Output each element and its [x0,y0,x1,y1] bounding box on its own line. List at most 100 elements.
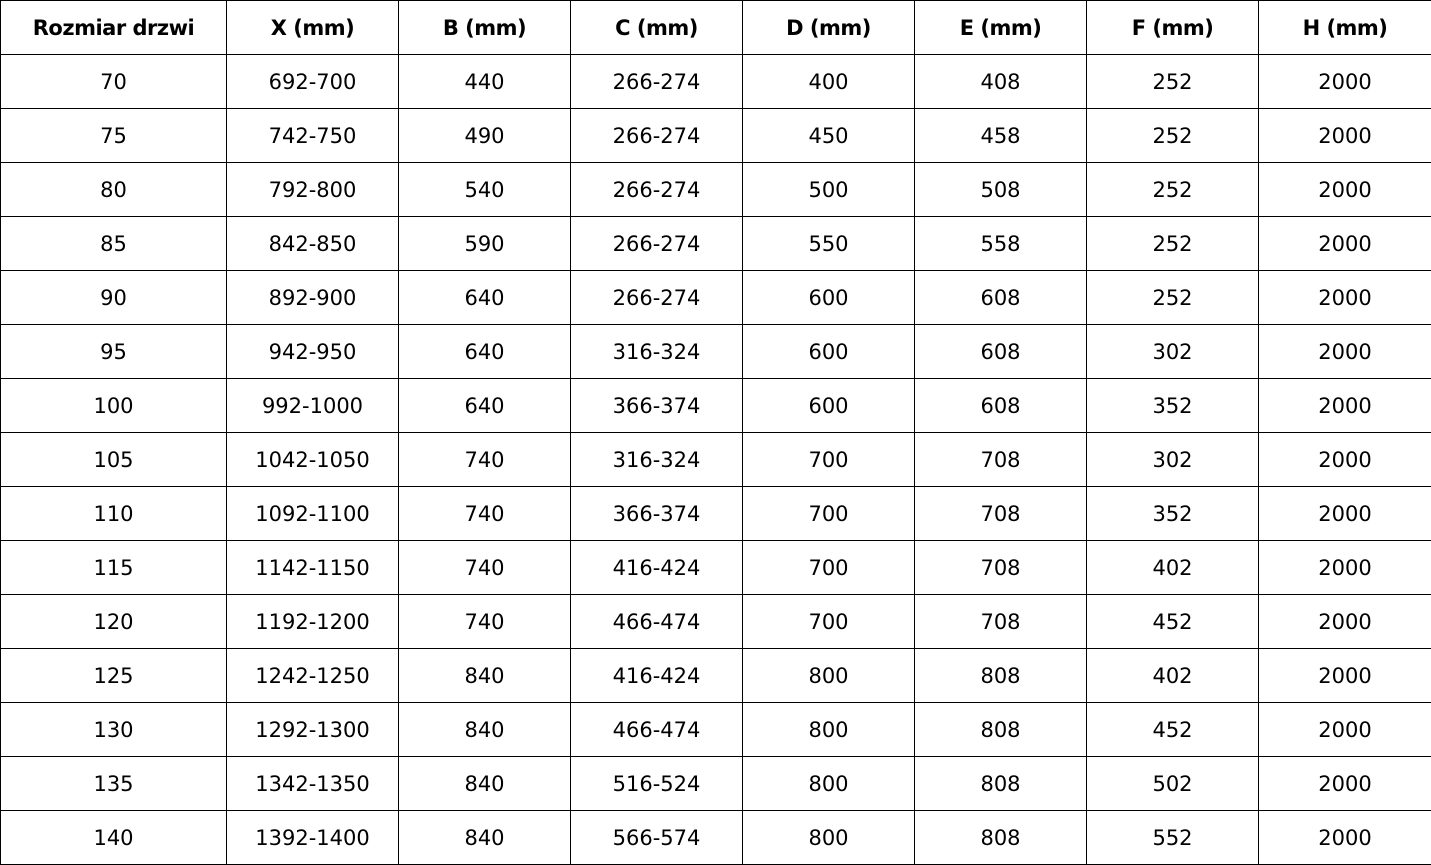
column-header: B (mm) [398,0,571,55]
table-cell: 1042-1050 [226,432,399,487]
table-row: 125 1242-1250 840 416-424 800 808 402 2000 [0,648,1431,703]
table-cell: 840 [398,810,571,865]
table-cell: 490 [398,108,571,163]
table-cell: 1142-1150 [226,540,399,595]
table-cell: 792-800 [226,162,399,217]
table-cell: 100 [0,378,227,433]
table-cell: 252 [1086,108,1259,163]
table-cell: 1242-1250 [226,648,399,703]
table-cell: 808 [914,756,1087,811]
table-row: 130 1292-1300 840 466-474 800 808 452 2000 [0,702,1431,757]
table-cell: 1392-1400 [226,810,399,865]
column-header: D (mm) [742,0,915,55]
table-cell: 90 [0,270,227,325]
table-cell: 640 [398,270,571,325]
table-cell: 608 [914,270,1087,325]
table-cell: 808 [914,702,1087,757]
table-cell: 266-274 [570,162,743,217]
table-cell: 266-274 [570,216,743,271]
table-cell: 800 [742,702,915,757]
table-cell: 366-374 [570,486,743,541]
table-cell: 2000 [1258,594,1431,649]
table-cell: 842-850 [226,216,399,271]
table-row: 105 1042-1050 740 316-324 700 708 302 2000 [0,432,1431,487]
table-cell: 252 [1086,54,1259,109]
table-cell: 708 [914,486,1087,541]
table-cell: 110 [0,486,227,541]
table-cell: 708 [914,540,1087,595]
table-cell: 450 [742,108,915,163]
table-cell: 700 [742,432,915,487]
table-cell: 2000 [1258,324,1431,379]
table-cell: 800 [742,756,915,811]
table-cell: 440 [398,54,571,109]
table-cell: 942-950 [226,324,399,379]
table-cell: 2000 [1258,432,1431,487]
column-header: X (mm) [226,0,399,55]
table-cell: 252 [1086,216,1259,271]
table-cell: 115 [0,540,227,595]
table-cell: 840 [398,702,571,757]
table-row: 110 1092-1100 740 366-374 700 708 352 2000 [0,486,1431,541]
table-row: 115 1142-1150 740 416-424 700 708 402 2000 [0,540,1431,595]
table-cell: 366-374 [570,378,743,433]
table-cell: 302 [1086,432,1259,487]
table-cell: 352 [1086,486,1259,541]
table-cell: 2000 [1258,756,1431,811]
table-row: 100 992-1000 640 366-374 600 608 352 2000 [0,378,1431,433]
table-cell: 600 [742,324,915,379]
table-body: 70 692-700 440 266-274 400 408 252 2000 75 742-75… [0,54,1431,865]
table-cell: 466-474 [570,594,743,649]
table-cell: 590 [398,216,571,271]
table-cell: 252 [1086,162,1259,217]
table-cell: 708 [914,594,1087,649]
table-cell: 2000 [1258,648,1431,703]
table-cell: 400 [742,54,915,109]
column-header: H (mm) [1258,0,1431,55]
table-cell: 95 [0,324,227,379]
table-cell: 700 [742,540,915,595]
table-cell: 2000 [1258,270,1431,325]
table-cell: 2000 [1258,486,1431,541]
table-header: Rozmiar drzwi X (mm) B (mm) C (mm) D (mm) E (… [0,0,1431,55]
table-cell: 600 [742,270,915,325]
table-cell: 840 [398,756,571,811]
table-cell: 808 [914,648,1087,703]
table-cell: 840 [398,648,571,703]
table-cell: 252 [1086,270,1259,325]
table-cell: 800 [742,648,915,703]
table-cell: 700 [742,594,915,649]
table-row: 80 792-800 540 266-274 500 508 252 2000 [0,162,1431,217]
table-cell: 140 [0,810,227,865]
table-cell: 742-750 [226,108,399,163]
table-row: 140 1392-1400 840 566-574 800 808 552 2000 [0,810,1431,865]
table-cell: 266-274 [570,54,743,109]
table-cell: 640 [398,378,571,433]
table-cell: 466-474 [570,702,743,757]
table-row: 70 692-700 440 266-274 400 408 252 2000 [0,54,1431,109]
table-cell: 1292-1300 [226,702,399,757]
table-cell: 266-274 [570,108,743,163]
table-cell: 500 [742,162,915,217]
table-cell: 550 [742,216,915,271]
table-cell: 402 [1086,648,1259,703]
table-cell: 452 [1086,594,1259,649]
table-cell: 502 [1086,756,1259,811]
table-cell: 808 [914,810,1087,865]
table-cell: 2000 [1258,378,1431,433]
table-row: 120 1192-1200 740 466-474 700 708 452 2000 [0,594,1431,649]
table-cell: 508 [914,162,1087,217]
table-cell: 640 [398,324,571,379]
table-cell: 352 [1086,378,1259,433]
table-cell: 125 [0,648,227,703]
table-cell: 1092-1100 [226,486,399,541]
table-cell: 800 [742,810,915,865]
table-row: 85 842-850 590 266-274 550 558 252 2000 [0,216,1431,271]
table-cell: 2000 [1258,108,1431,163]
table-cell: 408 [914,54,1087,109]
table-cell: 2000 [1258,162,1431,217]
table-cell: 416-424 [570,540,743,595]
header-row: Rozmiar drzwi X (mm) B (mm) C (mm) D (mm) E (… [0,0,1431,55]
table-cell: 552 [1086,810,1259,865]
